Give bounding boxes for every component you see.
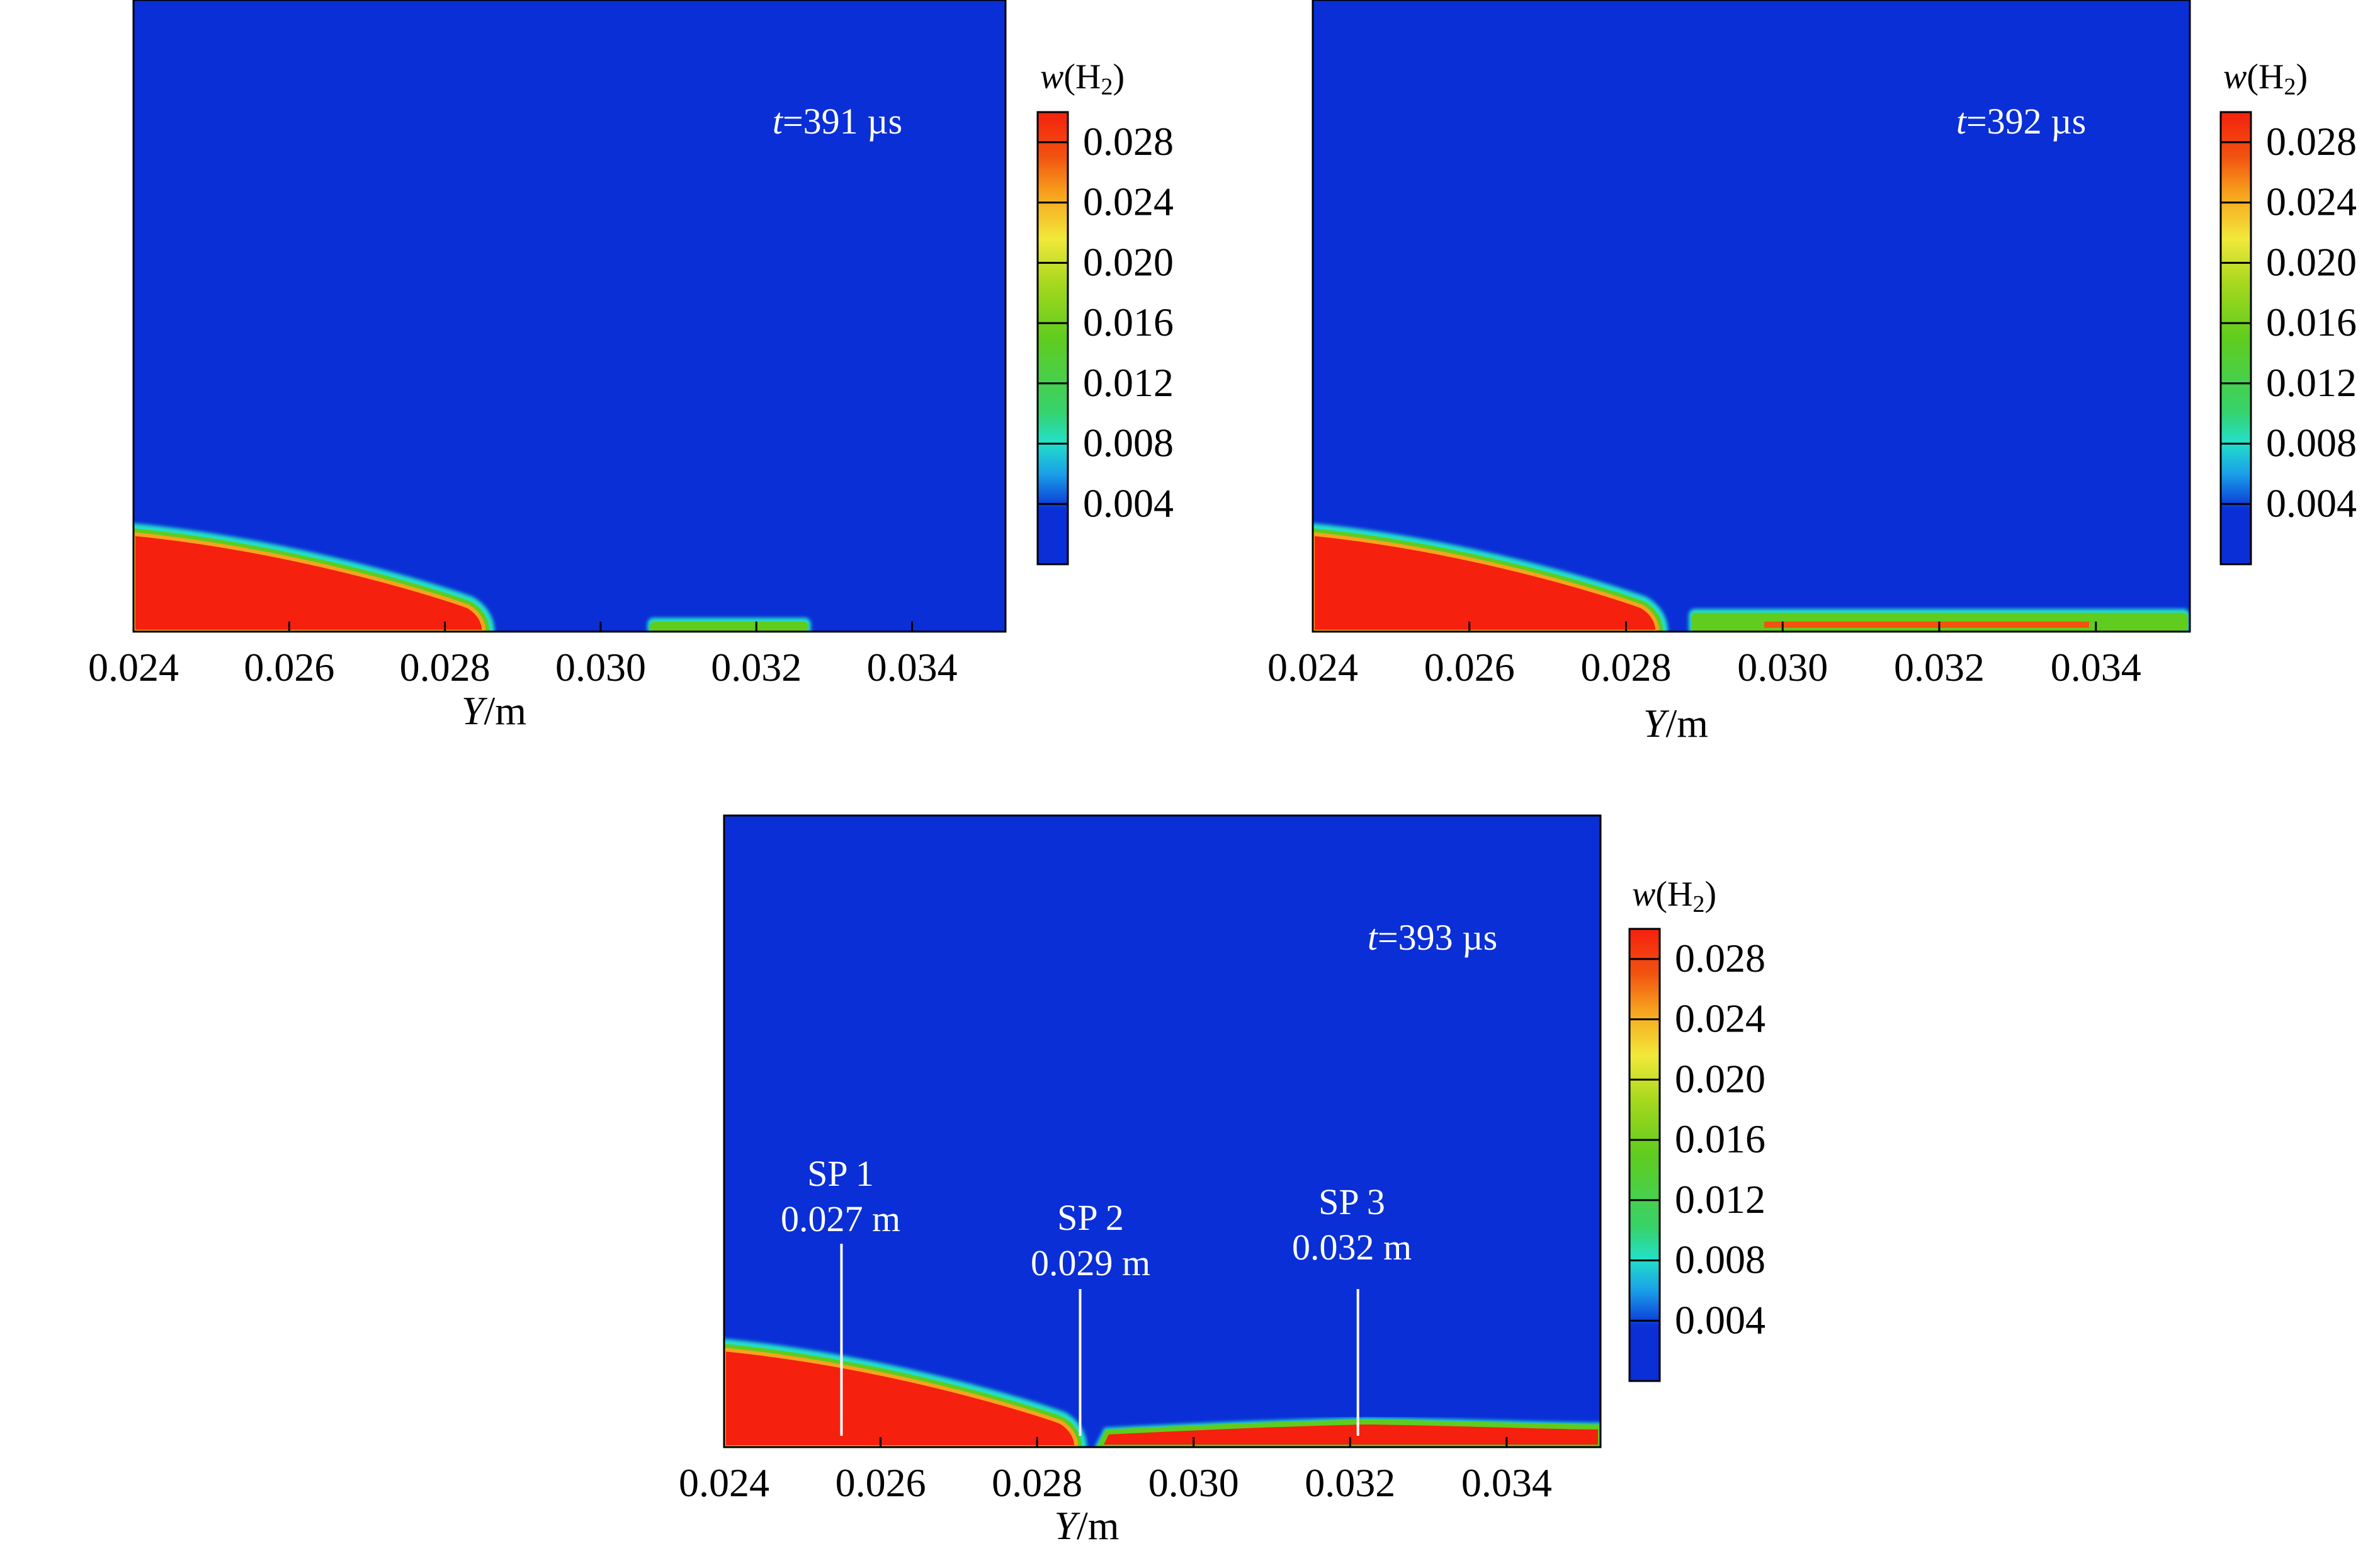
colorbar-tick-label: 0.004 [2266,480,2357,525]
x-axis-title: Y/m [462,688,526,733]
chart-panel-top-right: 0.024 0.026 0.028 0.030 0.032 0.034 Y/m t=392 µ… [1267,0,2357,746]
colorbar-tick-label: 0.016 [1675,1117,1765,1161]
x-tick-label: 0.032 [1894,645,1985,690]
x-tick-label: 0.026 [836,1460,926,1505]
colorbar-tick-label: 0.024 [2266,179,2357,224]
colorbar-tick-label: 0.016 [2266,300,2357,344]
x-axis-title: Y/m [1643,701,1708,746]
x-tick-label: 0.024 [679,1460,769,1505]
colorbar-tick-label: 0.028 [1083,119,1174,164]
colorbar-tick-label: 0.004 [1083,480,1174,525]
x-tick-label: 0.024 [1267,645,1358,690]
x-tick-label: 0.028 [1581,645,1672,690]
x-tick-label: 0.034 [1461,1460,1552,1505]
x-axis-title: Y/m [1054,1503,1119,1546]
time-label: t=391 µs [773,101,902,142]
secondary-jet-layer [1097,1419,1601,1447]
colorbar-tick-label: 0.024 [1083,179,1174,224]
x-tick-label: 0.026 [244,645,334,690]
sp-value-label: 0.029 m [1031,1242,1150,1283]
colorbar [1036,111,1069,566]
jet-core-region [724,1347,1079,1447]
field-background [724,816,1601,1447]
plot-frame [1312,0,2191,633]
x-tick-label: 0.030 [1148,1460,1239,1505]
colorbar-tick-label: 0.024 [1675,996,1765,1041]
plot-frame [723,814,1602,1448]
chart-panel-top-left: 0.024 0.026 0.028 0.030 0.032 0.034 Y/m t=391 µ… [88,0,1174,733]
x-tick-label: 0.030 [1737,645,1828,690]
time-label: t=392 µs [1956,101,2086,142]
jet-core-region [133,531,486,632]
x-tick-label: 0.032 [711,645,802,690]
colorbar-title: w(H2) [1040,57,1125,100]
chart-panel-bottom: 0.024 0.026 0.028 0.030 0.032 0.034 Y/m t=393 µ… [679,814,1765,1546]
jet-core-region [1313,531,1660,632]
colorbar-tick-label: 0.016 [1083,300,1174,344]
sp-name-label: SP 3 [1318,1181,1385,1222]
x-tick-label: 0.034 [2051,645,2141,690]
colorbar-tick-label: 0.008 [1083,421,1174,465]
field-background [1313,0,2190,632]
field-background [133,0,1006,632]
colorbar [2219,111,2252,566]
sp-value-label: 0.027 m [781,1198,900,1239]
x-tick-label: 0.030 [555,645,646,690]
colorbar-tick-label: 0.012 [2266,360,2357,405]
colorbar-tick-label: 0.008 [2266,421,2357,465]
colorbar-tick-label: 0.004 [1675,1297,1765,1342]
x-tick-label: 0.024 [88,645,179,690]
plot-frame [132,0,1007,633]
colorbar-title: w(H2) [2223,57,2308,100]
sp-name-label: SP 2 [1057,1197,1124,1238]
x-tick-label: 0.026 [1424,645,1515,690]
colorbar-title: w(H2) [1632,875,1716,918]
secondary-core-streak [1764,622,2089,628]
colorbar-tick-label: 0.028 [1675,936,1765,980]
colorbar-tick-label: 0.012 [1083,360,1174,405]
secondary-mixing-layer [650,622,808,632]
colorbar-tick-label: 0.028 [2266,119,2357,164]
colorbar-tick-label: 0.012 [1675,1177,1765,1222]
sp-value-label: 0.032 m [1292,1227,1412,1268]
x-tick-label: 0.032 [1305,1460,1395,1505]
colorbar-tick-label: 0.020 [1083,239,1174,284]
x-tick-label: 0.028 [400,645,490,690]
colorbar-tick-label: 0.020 [1675,1056,1765,1101]
sp-name-label: SP 1 [807,1153,874,1194]
x-tick-label: 0.034 [867,645,958,690]
time-label: t=393 µs [1368,917,1497,958]
colorbar-tick-label: 0.008 [1675,1237,1765,1282]
colorbar [1628,928,1661,1382]
colorbar-tick-label: 0.020 [2266,239,2357,284]
x-tick-label: 0.028 [992,1460,1082,1505]
